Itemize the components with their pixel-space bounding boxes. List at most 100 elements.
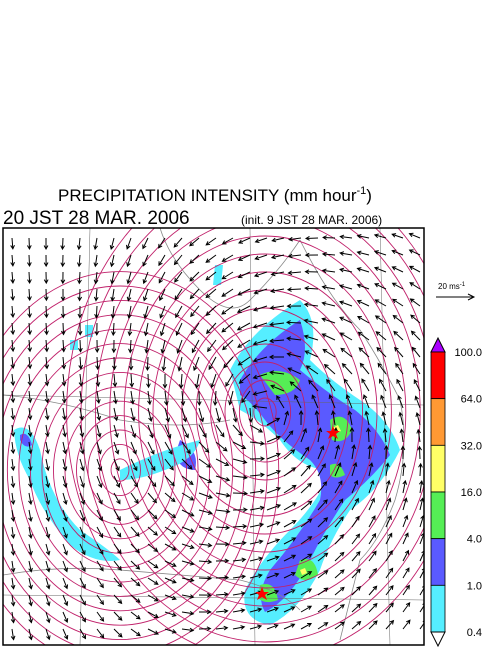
wind-arrow xyxy=(164,577,177,584)
wind-arrow xyxy=(163,390,169,406)
wind-arrow xyxy=(317,534,329,545)
wind-arrow xyxy=(96,560,104,572)
wind-arrow xyxy=(252,339,268,346)
wind-arrow xyxy=(221,305,234,315)
wind-arrow xyxy=(76,237,82,251)
contour xyxy=(109,228,421,607)
contour xyxy=(253,397,277,427)
wind-arrow xyxy=(130,424,137,439)
wind-arrow xyxy=(10,254,15,267)
colorbar-bin xyxy=(430,491,446,540)
wind-arrow xyxy=(147,424,154,439)
wind-arrow xyxy=(321,317,336,324)
wind-arrow xyxy=(147,390,152,406)
wind-arrow xyxy=(362,394,370,409)
wind-arrow xyxy=(334,621,345,630)
wind-arrow xyxy=(419,603,424,613)
wind-arrow xyxy=(96,424,102,438)
wind-arrow xyxy=(113,628,123,638)
wind-arrow xyxy=(196,390,202,407)
wind-arrow xyxy=(339,316,353,324)
wind-arrow xyxy=(181,407,188,423)
wind-arrow xyxy=(321,268,336,274)
wind-arrow xyxy=(215,625,229,631)
wind-arrow xyxy=(268,354,285,360)
wind-arrow xyxy=(79,492,86,505)
wind-arrow xyxy=(266,555,280,562)
wind-arrow xyxy=(198,492,213,499)
wind-arrow xyxy=(158,254,166,267)
wind-arrow xyxy=(164,543,177,551)
wind-arrow xyxy=(79,543,86,556)
wind-arrow xyxy=(351,586,362,596)
wind-arrow xyxy=(385,602,394,613)
title: PRECIPITATION INTENSITY (mm hour-1) xyxy=(58,185,372,205)
wind-arrow xyxy=(28,492,33,506)
wind-arrow xyxy=(253,271,268,278)
wind-arrow xyxy=(129,373,135,388)
init-time: (init. 9 JST 28 MAR. 2006) xyxy=(241,213,382,227)
wind-arrow xyxy=(181,424,189,439)
wind-arrow xyxy=(221,322,234,333)
wind-arrow xyxy=(113,441,120,455)
wind-arrow xyxy=(112,373,118,388)
wind-arrow xyxy=(368,497,375,511)
wind-arrow xyxy=(61,339,66,353)
wind-arrow xyxy=(232,557,247,563)
wind-arrow xyxy=(215,475,231,482)
contour xyxy=(238,379,292,445)
wind-arrow xyxy=(317,499,328,511)
wind-arrow xyxy=(147,526,159,536)
wind-arrow xyxy=(401,462,407,477)
wind-arrow xyxy=(191,339,200,354)
wind-arrow xyxy=(10,560,16,573)
wind-arrow xyxy=(130,475,138,488)
wind-arrow xyxy=(142,237,149,250)
wind-arrow xyxy=(249,607,263,613)
wind-arrow xyxy=(79,628,87,640)
wind-arrow xyxy=(414,395,421,409)
wind-arrow xyxy=(367,444,373,460)
wind-arrow xyxy=(266,504,282,511)
wind-arrow xyxy=(181,577,195,583)
wind-arrow xyxy=(45,543,51,556)
wind-arrow xyxy=(45,441,50,455)
wind-arrow xyxy=(392,298,404,307)
wind-arrow xyxy=(126,271,132,285)
title-exponent: -1 xyxy=(357,185,367,197)
wind-arrow xyxy=(164,407,171,423)
wind-arrow xyxy=(225,373,234,387)
wind-arrow xyxy=(385,514,392,528)
wind-arrow xyxy=(304,252,319,258)
wind-arrow xyxy=(205,254,217,263)
wind-arrow xyxy=(198,576,213,581)
wind-arrow xyxy=(317,517,329,528)
wind-arrow xyxy=(334,480,343,494)
wind-arrow xyxy=(130,594,141,603)
wind-arrow xyxy=(77,271,82,285)
wind-arrow xyxy=(385,619,395,630)
wind-arrow xyxy=(409,298,421,307)
wind-arrow xyxy=(128,339,133,354)
wind-arrow xyxy=(356,250,370,256)
wind-arrow xyxy=(164,509,177,519)
wind-arrow xyxy=(317,622,329,630)
wind-arrow xyxy=(266,623,279,630)
wind-arrow xyxy=(147,475,157,488)
wind-arrow xyxy=(283,571,296,579)
wind-arrow xyxy=(317,587,329,596)
wind-arrow xyxy=(205,271,217,281)
map xyxy=(2,227,425,646)
wind-arrow xyxy=(215,424,225,438)
wind-arrow xyxy=(249,624,263,630)
wind-arrow xyxy=(343,378,353,392)
wind-arrow xyxy=(181,492,195,501)
wind-arrow xyxy=(96,509,103,522)
contour xyxy=(66,228,424,645)
wind-arrow xyxy=(269,338,285,344)
wind-arrow xyxy=(94,339,100,353)
wind-arrow xyxy=(249,489,265,494)
wind-arrow xyxy=(351,568,361,579)
wind-arrow xyxy=(113,577,123,588)
wind-arrow xyxy=(10,322,16,336)
